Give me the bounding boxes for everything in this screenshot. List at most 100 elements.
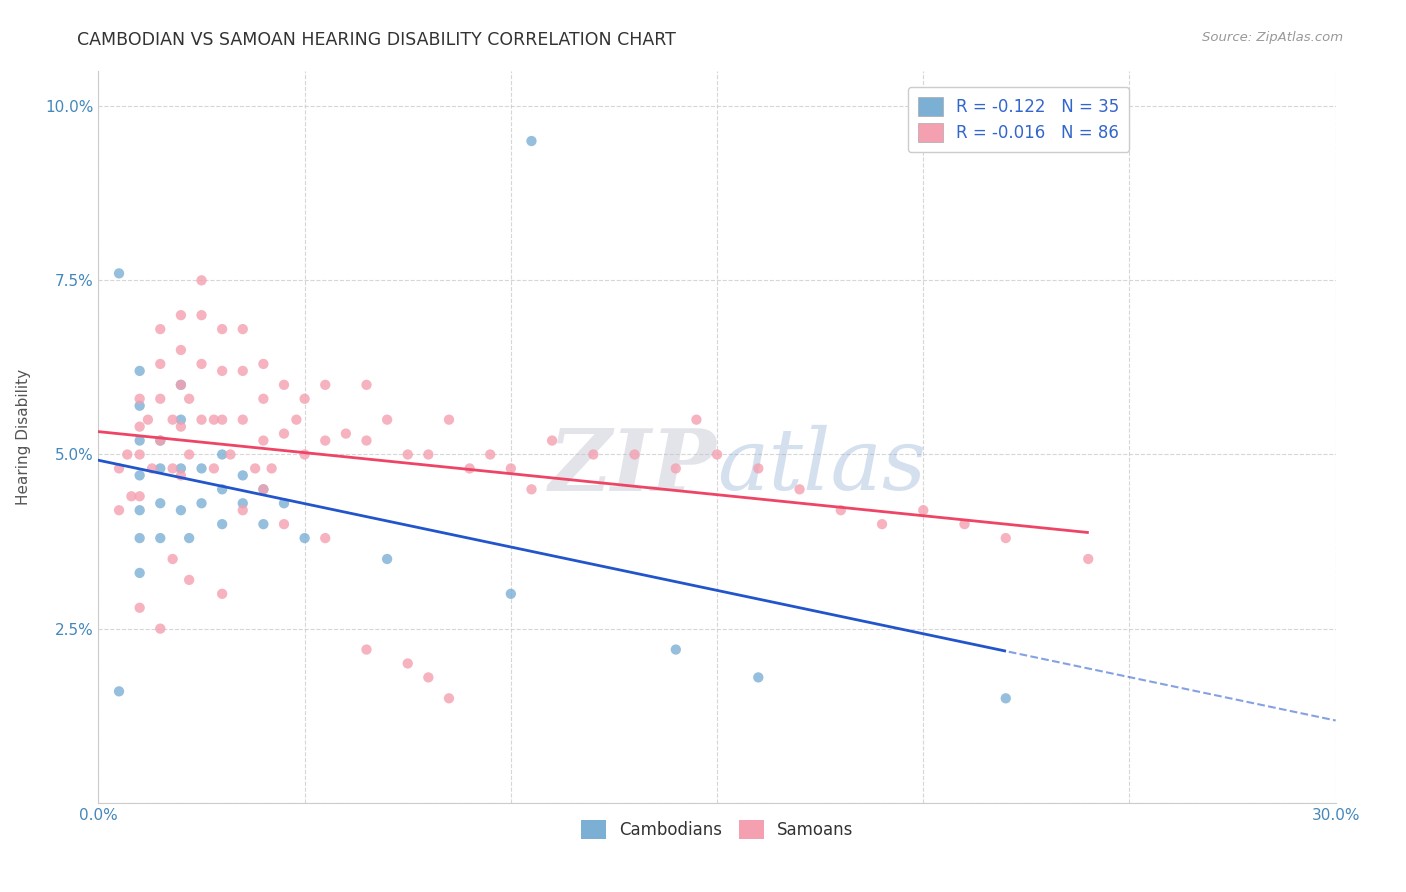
Point [458,461,481,475]
Point [128,531,150,545]
Point [149,461,172,475]
Legend: Cambodians, Samoans: Cambodians, Samoans [574,814,860,846]
Point [232,468,254,483]
Point [356,434,378,448]
Point [953,517,976,532]
Point [128,503,150,517]
Point [375,552,398,566]
Point [170,419,193,434]
Point [243,461,266,475]
Point [232,364,254,378]
Point [252,517,274,532]
Point [128,364,150,378]
Point [232,412,254,426]
Point [190,273,212,287]
Point [789,483,811,497]
Point [252,483,274,497]
Point [179,392,201,406]
Point [294,448,316,462]
Point [685,412,707,426]
Point [706,448,728,462]
Point [108,503,131,517]
Point [211,483,233,497]
Point [356,377,378,392]
Text: CAMBODIAN VS SAMOAN HEARING DISABILITY CORRELATION CHART: CAMBODIAN VS SAMOAN HEARING DISABILITY C… [77,31,676,49]
Point [252,483,274,497]
Point [202,412,225,426]
Point [162,552,184,566]
Point [170,412,193,426]
Point [170,461,193,475]
Point [170,308,193,322]
Point [396,448,419,462]
Point [665,461,688,475]
Point [418,448,440,462]
Point [273,426,295,441]
Point [149,434,172,448]
Point [211,364,233,378]
Point [149,357,172,371]
Point [190,461,212,475]
Point [396,657,419,671]
Point [830,503,852,517]
Point [437,691,460,706]
Point [190,308,212,322]
Point [252,434,274,448]
Point [149,392,172,406]
Point [170,503,193,517]
Point [356,642,378,657]
Point [232,503,254,517]
Point [136,412,159,426]
Text: ZIP: ZIP [550,425,717,508]
Point [252,392,274,406]
Point [747,461,769,475]
Point [108,266,131,280]
Point [912,503,935,517]
Point [179,531,201,545]
Point [418,670,440,684]
Point [179,573,201,587]
Point [211,322,233,336]
Point [314,531,336,545]
Point [149,322,172,336]
Point [128,489,150,503]
Point [128,419,150,434]
Text: atlas: atlas [717,425,927,508]
Point [120,489,142,503]
Point [190,496,212,510]
Point [520,483,543,497]
Point [170,377,193,392]
Point [170,343,193,357]
Point [211,412,233,426]
Point [128,392,150,406]
Point [273,496,295,510]
Point [149,531,172,545]
Point [190,357,212,371]
Point [128,399,150,413]
Point [273,377,295,392]
Point [994,531,1017,545]
Point [128,448,150,462]
Point [285,412,308,426]
Point [170,468,193,483]
Point [260,461,283,475]
Point [335,426,357,441]
Point [141,461,163,475]
Point [232,322,254,336]
Point [108,461,131,475]
Point [314,434,336,448]
Point [162,412,184,426]
Point [252,357,274,371]
Point [541,434,564,448]
Point [170,377,193,392]
Point [1077,552,1099,566]
Point [211,587,233,601]
Point [520,134,543,148]
Point [128,600,150,615]
Point [128,566,150,580]
Point [108,684,131,698]
Point [232,496,254,510]
Point [314,377,336,392]
Point [149,622,172,636]
Point [665,642,688,657]
